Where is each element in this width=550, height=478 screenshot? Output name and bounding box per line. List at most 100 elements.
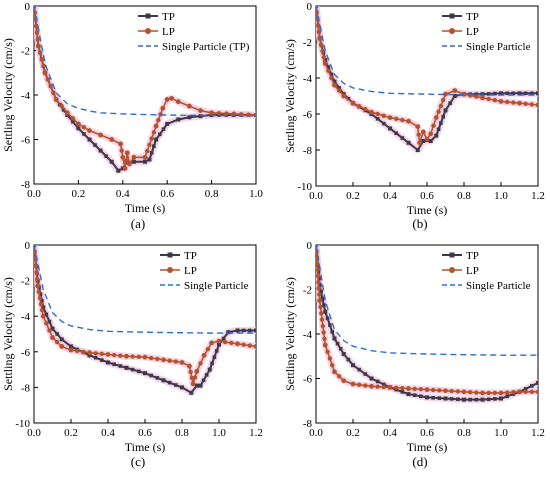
data-point-lp bbox=[356, 382, 362, 388]
data-point-lp bbox=[187, 103, 192, 109]
data-point-lp bbox=[45, 77, 51, 82]
data-point-lp bbox=[480, 390, 485, 396]
y-axis-label: Settling Velocity (cm/s) bbox=[1, 38, 15, 152]
data-point-tp bbox=[332, 79, 337, 84]
data-point-lp bbox=[70, 116, 76, 121]
legend-marker-tp bbox=[449, 13, 455, 19]
x-tick-label: 0.0 bbox=[27, 427, 41, 439]
data-point-lp bbox=[64, 110, 70, 116]
data-point-lp bbox=[241, 342, 246, 347]
data-point-tp bbox=[505, 91, 509, 96]
y-tick-label: -6 bbox=[303, 374, 313, 386]
data-point-tp bbox=[351, 363, 355, 368]
x-tick-label: 0.6 bbox=[420, 190, 434, 202]
data-point-lp bbox=[124, 353, 129, 359]
data-point-lp bbox=[363, 383, 368, 388]
y-tick-label: 0 bbox=[307, 240, 313, 252]
data-point-tp bbox=[434, 133, 439, 138]
data-point-lp bbox=[332, 82, 337, 88]
data-point-tp bbox=[474, 92, 479, 96]
data-point-lp bbox=[99, 351, 105, 357]
data-point-tp bbox=[87, 353, 92, 358]
data-point-tp bbox=[346, 357, 351, 362]
data-point-lp bbox=[149, 136, 154, 141]
x-tick-label: 0.2 bbox=[64, 427, 78, 439]
data-point-lp bbox=[504, 99, 510, 105]
data-point-lp bbox=[332, 369, 337, 375]
data-point-lp bbox=[535, 102, 538, 108]
data-point-tp bbox=[212, 355, 217, 359]
data-point-tp bbox=[131, 159, 136, 164]
data-point-lp bbox=[535, 389, 538, 395]
data-point-lp bbox=[173, 359, 179, 364]
data-point-tp bbox=[468, 397, 472, 402]
plot-area bbox=[316, 6, 538, 154]
data-point-tp bbox=[341, 352, 346, 357]
data-point-lp bbox=[317, 298, 323, 304]
y-tick-label: -4 bbox=[303, 329, 313, 341]
series-band bbox=[316, 245, 538, 404]
data-point-lp bbox=[59, 103, 64, 109]
data-point-lp bbox=[36, 289, 42, 295]
plot-area bbox=[316, 245, 538, 404]
data-point-lp bbox=[169, 95, 175, 101]
data-point-lp bbox=[39, 57, 44, 62]
data-point-lp bbox=[369, 109, 374, 115]
data-point-lp bbox=[412, 386, 417, 392]
data-point-tp bbox=[421, 139, 426, 143]
x-tick-label: 0.6 bbox=[160, 188, 174, 200]
data-point-tp bbox=[254, 328, 256, 333]
legend-marker-lp bbox=[145, 28, 151, 34]
data-point-lp bbox=[498, 99, 504, 104]
legend-label-single: Single Particle bbox=[466, 41, 531, 53]
data-point-tp bbox=[149, 151, 154, 155]
data-point-lp bbox=[461, 389, 467, 395]
data-point-tp bbox=[462, 397, 466, 402]
data-point-tp bbox=[363, 372, 368, 376]
data-point-tp bbox=[207, 367, 212, 372]
data-point-tp bbox=[204, 373, 209, 377]
x-tick-label: 0.2 bbox=[346, 427, 360, 439]
data-point-tp bbox=[174, 383, 178, 387]
data-point-lp bbox=[109, 137, 115, 142]
data-point-lp bbox=[68, 347, 74, 353]
data-point-tp bbox=[499, 91, 503, 96]
series-line-lp bbox=[316, 245, 538, 394]
data-point-lp bbox=[318, 42, 324, 47]
data-point-lp bbox=[406, 386, 411, 391]
data-point-lp bbox=[356, 104, 362, 109]
data-point-tp bbox=[76, 126, 81, 131]
chart-panel-c: 0.0 0.2 0.4 0.6 0.8 1.0 1.2 0 -2 -4 -6 -8 -10 Time (s… bbox=[1, 240, 263, 469]
data-point-tp bbox=[235, 328, 240, 333]
x-tick-label: 1.0 bbox=[494, 190, 508, 202]
data-point-lp bbox=[81, 349, 86, 354]
y-tick-label: -8 bbox=[21, 382, 31, 394]
data-point-lp bbox=[319, 317, 325, 322]
data-point-lp bbox=[34, 270, 39, 275]
data-point-tp bbox=[187, 115, 192, 120]
data-point-tp bbox=[112, 362, 116, 367]
data-point-tp bbox=[143, 371, 147, 376]
data-point-tp bbox=[452, 94, 457, 98]
y-tick-label: -8 bbox=[303, 418, 313, 430]
x-tick-label: 0.6 bbox=[420, 427, 434, 439]
data-point-lp bbox=[492, 98, 498, 103]
data-point-lp bbox=[511, 100, 516, 105]
data-point-lp bbox=[316, 286, 322, 291]
data-point-tp bbox=[480, 397, 485, 402]
data-point-tp bbox=[198, 114, 203, 119]
data-point-tp bbox=[210, 361, 214, 366]
data-point-lp bbox=[424, 387, 430, 393]
data-point-tp bbox=[437, 396, 442, 400]
y-tick-label: -4 bbox=[21, 90, 31, 102]
data-point-lp bbox=[34, 263, 39, 268]
data-point-tp bbox=[106, 360, 110, 365]
x-tick-label: 0.4 bbox=[101, 427, 115, 439]
data-point-lp bbox=[433, 115, 439, 120]
data-point-tp bbox=[400, 390, 405, 394]
data-point-tp bbox=[523, 91, 528, 96]
data-point-lp bbox=[188, 369, 193, 375]
data-point-tp bbox=[130, 367, 135, 372]
data-point-tp bbox=[332, 336, 337, 341]
